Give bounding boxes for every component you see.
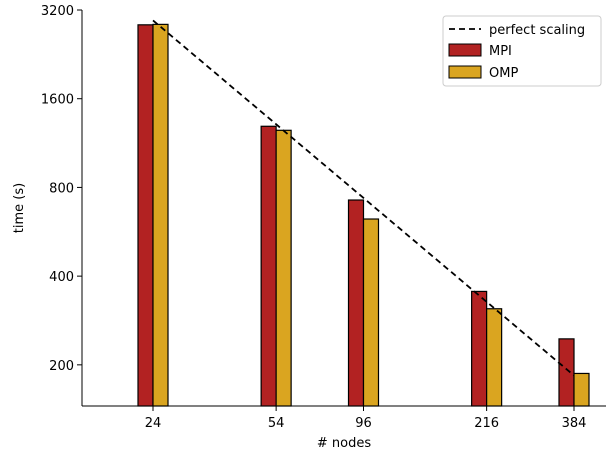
bars [137,23,590,407]
perfect-scaling-layer [152,19,575,377]
legend-mpi-label: MPI [489,44,512,59]
bar-mpi-24 [137,24,154,407]
ticks: 200 400 800 1600 3200 24 54 96 216 384 [41,4,587,431]
x-tick-label-384: 384 [562,416,587,431]
y-tick-label-3200: 3200 [41,4,74,19]
bar-omp-216 [486,308,503,407]
bar-mpi-96 [347,199,365,407]
legend-omp-swatch [448,65,482,79]
bar-omp-54 [275,129,292,407]
y-tick-label-200: 200 [49,359,74,374]
legend-omp-label: OMP [489,66,518,81]
x-tick-label-54: 54 [268,416,285,431]
bar-mpi-384 [558,338,575,407]
y-tick-label-400: 400 [49,270,74,285]
y-axis-label: time (s) [12,183,27,233]
legend-mpi-swatch [448,43,482,57]
bar-omp-384 [573,372,590,407]
x-tick-label-24: 24 [145,416,162,431]
bar-mpi-54 [260,125,277,407]
perfect-scaling-line [152,19,575,377]
bar-omp-24 [152,23,169,407]
legend-perfect-scaling-label: perfect scaling [489,23,585,38]
x-axis-label: # nodes [317,436,371,451]
bar-omp-96 [362,218,380,407]
x-tick-label-216: 216 [474,416,499,431]
y-tick-label-800: 800 [49,181,74,196]
axes [81,10,606,407]
legend-box [442,15,602,87]
legend: perfect scaling MPI OMP [442,15,602,87]
y-tick-label-1600: 1600 [41,93,74,108]
bar-mpi-216 [471,290,488,407]
x-tick-label-96: 96 [355,416,372,431]
